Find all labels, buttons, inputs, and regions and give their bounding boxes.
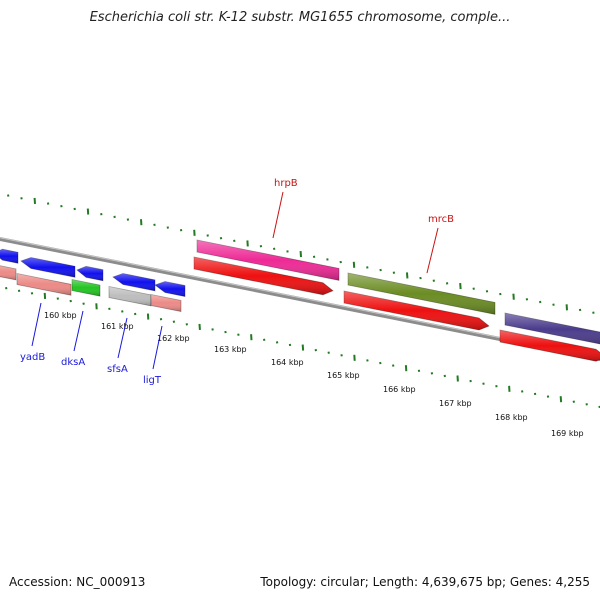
cds-feature-salmon-shade: [17, 273, 71, 296]
gene-feature-blue-shade: [113, 273, 155, 291]
cds-feature-salmon-shade: [0, 265, 16, 280]
gene-leader-line: [426, 227, 439, 274]
topology-summary: Topology: circular; Length: 4,639,675 bp…: [260, 575, 590, 589]
scale-label: 167 kbp: [439, 399, 472, 408]
scale-label: 164 kbp: [271, 358, 304, 367]
gene-leader-line: [31, 302, 42, 347]
gene-label-dksA[interactable]: dksA: [61, 357, 85, 368]
scale-ticks: [5, 194, 600, 409]
gene-label-hrpB[interactable]: hrpB: [274, 178, 298, 189]
cds-feature-salmon-shade: [151, 294, 181, 312]
gene-label-yadB[interactable]: yadB: [20, 352, 45, 363]
cds-feature-red-shade: [500, 330, 600, 362]
gene-label-ligT[interactable]: ligT: [143, 375, 162, 386]
feature-tracks: [0, 239, 600, 362]
scale-label: 162 kbp: [157, 334, 190, 343]
cds-feature-red-shade: [344, 291, 489, 330]
gene-feature-purple-shade: [505, 313, 600, 345]
gene-feature-green-shade: [72, 279, 100, 297]
cds-feature-red-shade: [194, 257, 333, 295]
scale-label: 163 kbp: [214, 345, 247, 354]
gene-feature-blue-shade: [77, 266, 103, 281]
scale-label: 160 kbp: [44, 311, 77, 320]
gene-leader-line: [152, 325, 163, 370]
scale-label: 168 kbp: [495, 413, 528, 422]
gene-labels: 160 kbp 161 kbp 162 kbp 163 kbp 164 kbp 165 k…: [20, 178, 584, 438]
gene-leader-line: [272, 191, 284, 239]
gene-leader-line: [117, 317, 128, 359]
chromosome-title: Escherichia coli str. K-12 substr. MG165…: [89, 10, 511, 25]
gene-feature-blue-shade: [155, 281, 185, 297]
accession-label: Accession: NC_000913: [9, 575, 146, 589]
gene-feature-magenta-shade: [197, 240, 339, 281]
gene-label-sfsA[interactable]: sfsA: [107, 364, 128, 375]
gene-feature-blue-shade: [21, 257, 75, 278]
scale-label: 165 kbp: [327, 371, 360, 380]
scale-label: 166 kbp: [383, 385, 416, 394]
scale-label: 161 kbp: [101, 322, 134, 331]
gene-leader-line: [73, 310, 84, 352]
gene-label-mrcB[interactable]: mrcB: [428, 214, 454, 225]
gene-feature-blue-shade: [0, 249, 18, 264]
gene-feature-gray-shade: [109, 286, 151, 306]
gene-feature-olive-shade: [348, 273, 495, 315]
scale-label: 169 kbp: [551, 429, 584, 438]
